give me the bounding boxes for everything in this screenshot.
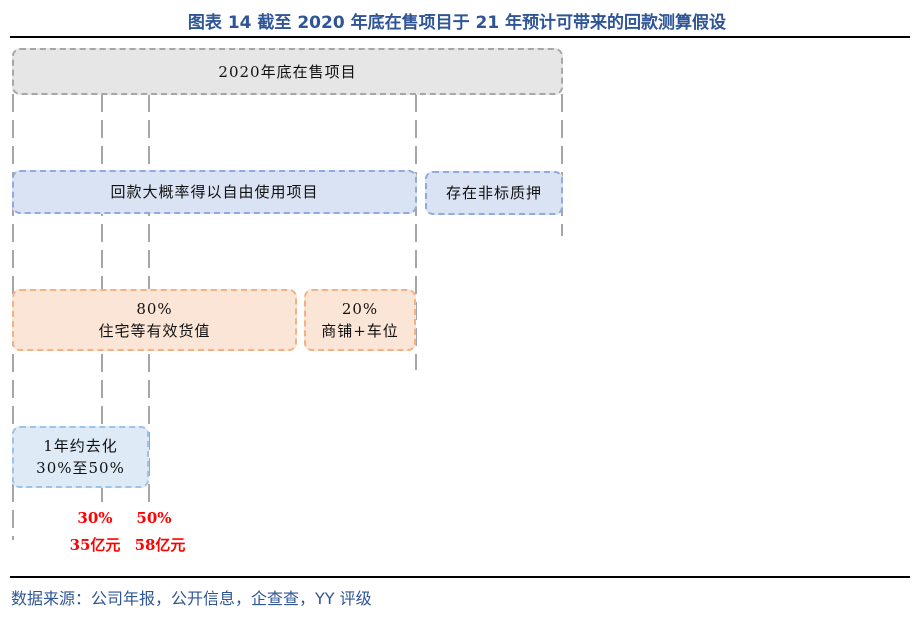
box-label: 2020年底在售项目	[218, 62, 357, 81]
box-commercial: 20% 商铺+车位	[304, 289, 416, 351]
box-percent: 20%	[341, 300, 379, 318]
source-note: 数据来源：公司年报，公开信息，企查查，YY 评级	[11, 589, 372, 608]
box-label: 商铺+车位	[321, 322, 399, 340]
bottom-rule	[10, 576, 910, 578]
box-label: 回款大概率得以自由使用项目	[110, 183, 319, 201]
box-label: 存在非标质押	[445, 184, 542, 202]
result-amount-low: 35亿元	[69, 536, 121, 554]
box-residential: 80% 住宅等有效货值	[12, 289, 297, 351]
box-pledged: 存在非标质押	[425, 171, 563, 215]
box-percent: 80%	[136, 300, 173, 318]
box-label: 30%至50%	[36, 459, 125, 477]
result-pct-low: 30%	[77, 509, 113, 527]
box-usable-projects: 回款大概率得以自由使用项目	[12, 170, 417, 214]
box-label: 住宅等有效货值	[98, 322, 211, 340]
box-label: 1年约去化	[43, 437, 118, 455]
box-destock: 1年约去化 30%至50%	[12, 426, 149, 488]
figure-title: 图表 14 截至 2020 年底在售项目于 21 年预计可带来的回款测算假设	[187, 13, 727, 33]
box-in-sale-projects: 2020年底在售项目	[12, 48, 563, 95]
result-pct-high: 50%	[136, 509, 172, 527]
top-rule	[10, 36, 910, 38]
result-amount-high: 58亿元	[134, 536, 186, 554]
